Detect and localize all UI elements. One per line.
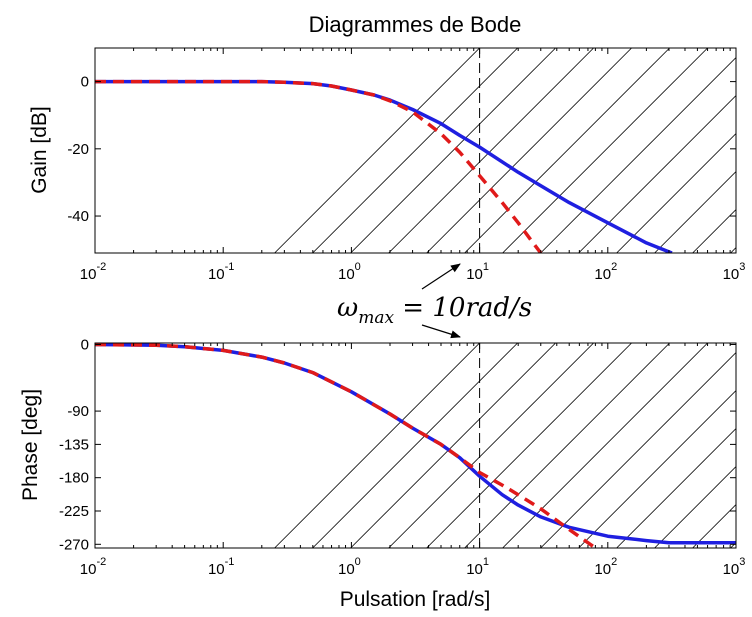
- phase-ytick-label: -270: [59, 536, 89, 553]
- phase-hatch-line: [464, 343, 670, 548]
- gain-xtick-label: 102: [594, 261, 617, 283]
- phase-xtick-label: 103: [723, 556, 746, 578]
- gain-xtick-label: 100: [338, 261, 361, 283]
- gain-ytick-label: 0: [81, 74, 89, 91]
- gain-hatch-line: [578, 95, 736, 253]
- gain-xtick-label: 103: [723, 261, 746, 283]
- gain-series-group: [95, 79, 673, 253]
- phase-hatch-line: [312, 343, 518, 548]
- phase-ytick-label: -135: [59, 436, 89, 453]
- phase-series-group: [95, 343, 736, 548]
- omega-max-annotation: ωmax = 10rad/s: [337, 263, 532, 339]
- phase-ytick-label: -225: [59, 503, 89, 520]
- gain-ylabel: Gain [dB]: [28, 106, 51, 194]
- phase-ytick-label: 0: [81, 336, 89, 353]
- phase-ytick-label: -180: [59, 470, 89, 487]
- gain-hatch-line: [464, 48, 670, 253]
- phase-xtick-label: 100: [338, 556, 361, 578]
- gain-hatch-line: [730, 247, 736, 253]
- phase-hatch-line: [578, 390, 736, 548]
- phase-hatch-line: [274, 343, 480, 548]
- phase-series-dashed: [95, 343, 597, 548]
- phase-xtick-label: 102: [594, 556, 617, 578]
- gain-hatch-line: [350, 48, 556, 253]
- annotation-omega: ω: [337, 293, 358, 323]
- gain-hatch-line: [502, 48, 708, 253]
- annotation-arrow-down: [421, 324, 461, 339]
- gain-xtick-label: 10-1: [208, 261, 234, 283]
- gain-axes: 10-2 10-1 100 101 102 103 0 -20 -40: [67, 47, 745, 283]
- gain-ytick-label: -20: [67, 141, 89, 158]
- annotation-sub: max: [358, 308, 394, 328]
- gain-ytick-label: -40: [67, 208, 89, 225]
- phase-hatch-line: [350, 343, 556, 548]
- phase-ticks: 10-2 10-1 100 101 102 103 0 -90 -135 -180 -225 -270: [59, 336, 745, 578]
- gain-hatch-line: [274, 48, 480, 253]
- phase-xlabel: Pulsation [rad/s]: [340, 588, 491, 611]
- phase-axes: 10-2 10-1 100 101 102 103 0 -90 -135 -180 -225 -270: [59, 336, 745, 578]
- top-hatched-region: [274, 48, 736, 253]
- phase-hatch-line: [616, 428, 736, 548]
- gain-hatch-line: [540, 57, 736, 253]
- gain-hatch-line: [388, 48, 594, 253]
- phase-xtick-label: 10-1: [208, 556, 234, 578]
- gain-axes-frame: [94, 47, 737, 254]
- phase-xtick-label: 101: [466, 556, 489, 578]
- phase-ylabel: Phase [deg]: [19, 389, 42, 501]
- gain-series-solid: [95, 79, 673, 253]
- bottom-hatched-region: [274, 343, 736, 548]
- gain-xtick-label: 10-2: [80, 261, 106, 283]
- gain-hatch-line: [426, 48, 632, 253]
- phase-hatch-line: [654, 466, 736, 548]
- phase-hatch-line: [730, 542, 736, 548]
- gain-ticks: 10-2 10-1 100 101 102 103 0 -20 -40: [67, 48, 745, 283]
- gain-hatch-line: [616, 133, 736, 253]
- phase-hatch-line: [426, 343, 632, 548]
- gain-hatch-line: [692, 209, 736, 253]
- chart-title: Diagrammes de Bode: [309, 12, 522, 37]
- annotation-text: ωmax = 10rad/s: [337, 293, 532, 328]
- annotation-rest: = 10rad/s: [394, 293, 532, 323]
- phase-ytick-label: -90: [67, 403, 89, 420]
- gain-hatch-line: [654, 171, 736, 253]
- phase-hatch-line: [502, 343, 708, 548]
- phase-axes-frame: [94, 342, 737, 549]
- gain-hatch-line: [312, 48, 518, 253]
- phase-xtick-label: 10-2: [80, 556, 106, 578]
- phase-hatch-line: [692, 504, 736, 548]
- phase-series-solid: [95, 343, 736, 545]
- gain-xtick-label: 101: [466, 261, 489, 283]
- phase-hatch-line: [540, 352, 736, 548]
- gain-series-dashed: [95, 79, 543, 253]
- phase-hatch-line: [388, 343, 594, 548]
- annotation-arrow-up: [421, 263, 461, 290]
